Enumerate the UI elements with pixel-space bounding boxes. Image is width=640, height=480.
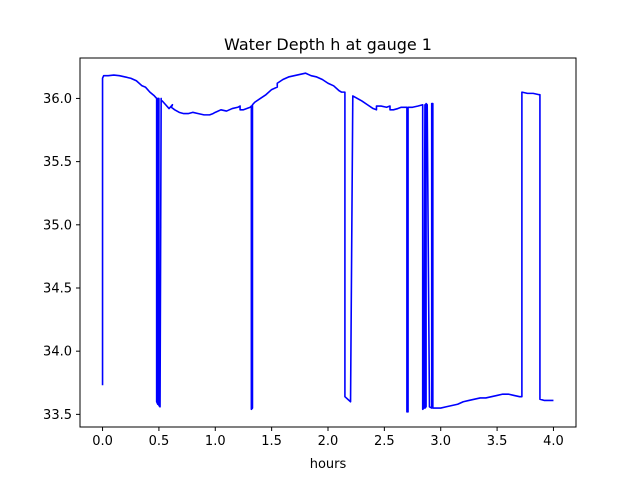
y-tick-label: 33.5 — [43, 408, 72, 423]
y-tick-label: 34.0 — [43, 345, 72, 360]
y-tick-label: 35.0 — [43, 218, 72, 233]
plot-area: 0.0 0.5 1.0 1.5 2.0 2.5 3.0 3.5 4.0 33.5 34.0 34.5 3… — [43, 57, 577, 449]
x-axis-label: hours — [310, 457, 347, 472]
y-tick-label: 35.5 — [43, 155, 72, 170]
x-tick-label: 0.0 — [92, 434, 113, 449]
x-tick-label: 1.0 — [205, 434, 226, 449]
x-tick-label: 0.5 — [149, 434, 170, 449]
x-tick-label: 2.0 — [318, 434, 339, 449]
x-tick-label: 2.5 — [374, 434, 395, 449]
series-line-0 — [101, 72, 554, 413]
x-tick-label: 3.0 — [430, 434, 451, 449]
x-tick-label: 1.5 — [261, 434, 282, 449]
chart-title: Water Depth h at gauge 1 — [224, 35, 432, 54]
y-tick-label: 34.5 — [43, 281, 72, 296]
x-tick-label: 3.5 — [487, 434, 508, 449]
x-tick-label: 4.0 — [543, 434, 564, 449]
y-tick-label: 36.0 — [43, 92, 72, 107]
